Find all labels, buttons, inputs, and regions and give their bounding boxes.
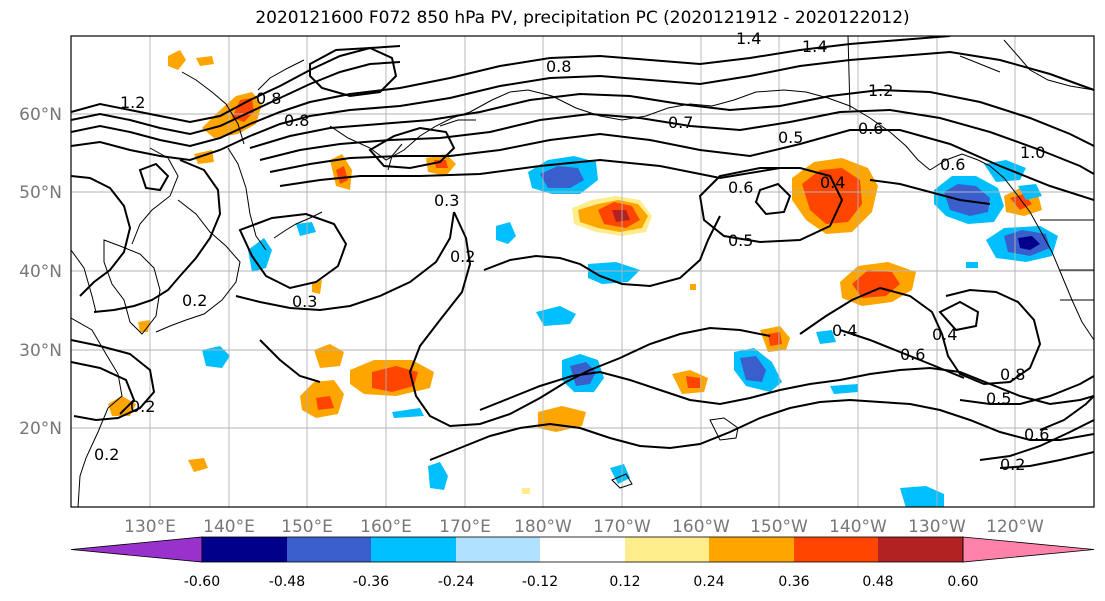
- coastlines: [71, 36, 1094, 507]
- pv-label: 0.2: [182, 291, 207, 310]
- lon-tick-label: 170°E: [439, 517, 491, 537]
- pv-label: 1.2: [868, 81, 893, 100]
- pv-label: 0.8: [1000, 365, 1025, 384]
- pv-label: 0.7: [668, 113, 693, 132]
- pv-label: 0.3: [292, 292, 317, 311]
- lat-tick-label: 40°N: [19, 262, 62, 282]
- pv-label: 0.2: [130, 397, 155, 416]
- pv-label: 0.5: [986, 389, 1011, 408]
- colorbar-extend-high: [962, 536, 1095, 563]
- pv-label: 0.6: [728, 178, 753, 197]
- colorbar: [70, 536, 1095, 563]
- lat-tick-label: 60°N: [19, 105, 62, 125]
- lon-axis: 130°E 140°E 150°E 160°E 170°E 180°W 170°…: [124, 517, 1044, 537]
- precip-pos-northeast-pacific: [792, 158, 1042, 306]
- pv-label: 0.4: [820, 173, 845, 192]
- colorbar-swatch: [878, 537, 963, 562]
- lon-tick-label: 120°W: [986, 517, 1044, 537]
- lon-tick-label: 160°W: [672, 517, 730, 537]
- precip-shading: [108, 50, 1058, 507]
- colorbar-swatch: [625, 537, 709, 562]
- lon-tick-label: 180°W: [514, 517, 572, 537]
- lon-tick-label: 130°W: [908, 517, 966, 537]
- colorbar-extend-low: [70, 536, 203, 563]
- colorbar-label: 0.60: [947, 574, 978, 590]
- colorbar-swatch: [202, 537, 287, 562]
- colorbar-label: -0.12: [522, 574, 558, 590]
- pv-label: 1.4: [736, 29, 761, 48]
- colorbar-outline: [201, 536, 964, 563]
- pv-label: 0.2: [450, 247, 475, 266]
- lon-tick-label: 150°E: [281, 517, 333, 537]
- map-frame: [70, 35, 1095, 508]
- colorbar-swatch: [456, 537, 540, 562]
- lon-tick-label: 130°E: [124, 517, 176, 537]
- lon-tick-label: 160°E: [360, 517, 412, 537]
- pv-label: 0.6: [858, 119, 883, 138]
- colorbar-label: -0.60: [184, 574, 220, 590]
- pv-label: 1.2: [120, 93, 145, 112]
- pv-label: 0.6: [1024, 425, 1049, 444]
- colorbar-swatch: [287, 537, 371, 562]
- lon-tick-label: 140°W: [829, 517, 887, 537]
- lat-tick-label: 50°N: [19, 183, 62, 203]
- pv-label: 0.8: [256, 89, 281, 108]
- colorbar-swatch: [794, 537, 878, 562]
- colorbar-swatch: [709, 537, 794, 562]
- pv-label: 0.3: [434, 191, 459, 210]
- pv-label: 0.4: [932, 325, 957, 344]
- pv-label: 1.0: [1020, 143, 1045, 162]
- lon-tick-label: 150°W: [750, 517, 808, 537]
- pv-label: 1.4: [802, 37, 827, 56]
- colorbar-labels: -0.60 -0.48 -0.36 -0.24 -0.12 0.12 0.24 …: [184, 574, 979, 590]
- pv-contour-labels: 1.4 1.4 1.2 1.2 0.8 0.8 0.8 0.7 0.6 0.6 …: [94, 29, 1049, 474]
- colorbar-label: -0.24: [438, 574, 474, 590]
- colorbar-label: -0.48: [269, 574, 305, 590]
- precip-pos-central-pacific: [522, 196, 790, 494]
- pv-label: 0.2: [1000, 455, 1025, 474]
- pv-label: 0.2: [94, 445, 119, 464]
- lat-tick-label: 20°N: [19, 419, 62, 439]
- lat-tick-label: 30°N: [19, 341, 62, 361]
- pv-label: 0.8: [546, 57, 571, 76]
- pv-label: 0.4: [832, 321, 857, 340]
- pv-label: 0.5: [778, 128, 803, 147]
- colorbar-label: 0.36: [778, 574, 809, 590]
- colorbar-label: 0.24: [693, 574, 724, 590]
- colorbar-label: 0.12: [609, 574, 640, 590]
- pv-label: 0.8: [284, 111, 309, 130]
- colorbar-swatch: [371, 537, 456, 562]
- colorbar-label: -0.36: [353, 574, 389, 590]
- lon-tick-label: 170°W: [593, 517, 651, 537]
- lon-tick-label: 140°E: [203, 517, 255, 537]
- lat-axis: 60°N 50°N 40°N 30°N 20°N: [19, 105, 62, 439]
- colorbar-swatch: [540, 537, 625, 562]
- pv-label: 0.5: [728, 231, 753, 250]
- colorbar-label: 0.48: [862, 574, 893, 590]
- precip-pos-east-asia: [108, 50, 456, 472]
- pv-label: 0.6: [940, 155, 965, 174]
- pv-contours: [71, 36, 1094, 469]
- pv-label: 0.6: [900, 345, 925, 364]
- map-title: 2020121600 F072 850 hPa PV, precipitatio…: [255, 8, 910, 28]
